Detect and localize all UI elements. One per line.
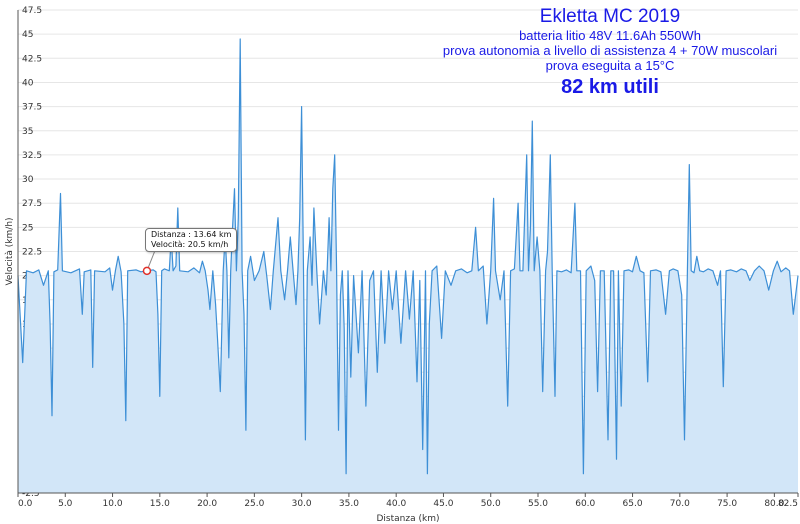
x-tick-label: 5.0 — [58, 499, 73, 509]
x-tick-label: 50.0 — [481, 499, 501, 509]
y-tick-label: 22.5 — [22, 248, 42, 258]
x-tick-label: 70.0 — [670, 499, 690, 509]
y-axis-title: Velocità (km/h) — [5, 217, 15, 285]
y-tick-label: 27.5 — [22, 199, 42, 209]
x-tick-label: 15.0 — [150, 499, 170, 509]
y-tick-label: 37.5 — [22, 103, 42, 113]
y-tick-label: 47.5 — [22, 6, 42, 16]
x-axis-title: Distanza (km) — [377, 514, 440, 524]
subtitle-test: prova autonomia a livello di assistenza … — [442, 43, 778, 58]
x-tick-label: 30.0 — [292, 499, 312, 509]
x-tick-label: 0.0 — [18, 499, 33, 509]
y-tick-label: 35 — [22, 127, 33, 137]
chart-title: Ekletta MC 2019 — [539, 6, 681, 27]
subtitle-temperature: prova eseguita a 15°C — [545, 58, 675, 73]
x-tick-label: 80.0 — [764, 499, 784, 509]
y-tick-label: 32.5 — [22, 151, 42, 161]
title-block: Ekletta MC 2019 batteria litio 48V 11.6A… — [420, 6, 800, 100]
x-tick-label: 40.0 — [386, 499, 406, 509]
x-tick-label: 45.0 — [433, 499, 453, 509]
x-tick-label: 10.0 — [103, 499, 123, 509]
y-tick-label: 45 — [22, 30, 33, 40]
y-tick-label: 30 — [22, 175, 34, 185]
y-tick-label: 25 — [22, 223, 33, 233]
y-tick-label: -2.5 — [22, 489, 40, 499]
highlight-distance: 82 km utili — [561, 76, 659, 98]
y-tick-label: 40 — [22, 78, 34, 88]
x-tick-label: 75.0 — [717, 499, 737, 509]
x-tick-label: 55.0 — [528, 499, 548, 509]
subtitle-battery: batteria litio 48V 11.6Ah 550Wh — [519, 28, 701, 43]
x-tick-label: 25.0 — [244, 499, 264, 509]
series-line[interactable] — [17, 38, 799, 475]
x-tick-label: 20.0 — [197, 499, 217, 509]
data-tooltip: Distanza : 13.64 km Velocità: 20.5 km/h — [145, 228, 238, 252]
x-tick-label: 35.0 — [339, 499, 359, 509]
series-area — [18, 39, 798, 493]
y-tick-label: 42.5 — [22, 54, 42, 64]
tooltip-speed: Velocità: 20.5 km/h — [151, 240, 229, 249]
tooltip-distance: Distanza : 13.64 km — [151, 230, 232, 239]
x-tick-label: 65.0 — [623, 499, 643, 509]
x-tick-label: 82.5 — [778, 499, 798, 509]
tooltip-marker — [142, 266, 152, 276]
x-tick-label: 60.0 — [575, 499, 595, 509]
